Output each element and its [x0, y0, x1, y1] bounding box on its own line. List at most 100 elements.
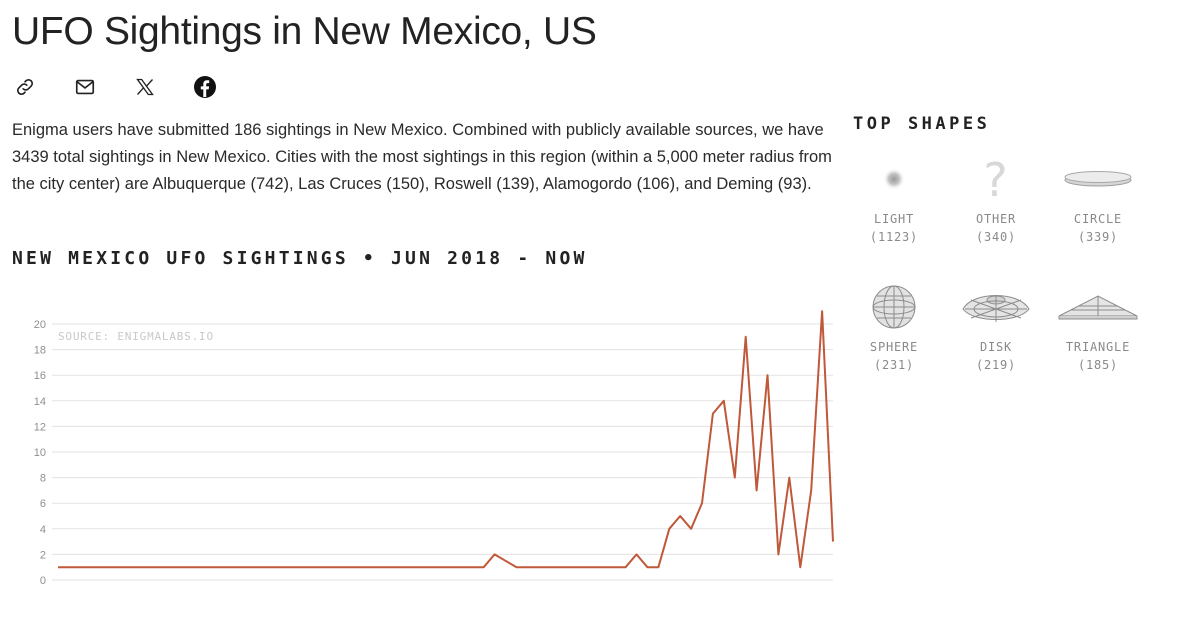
shape-count: (219): [975, 358, 1017, 372]
data-point[interactable]: [732, 475, 738, 481]
data-point[interactable]: [120, 564, 126, 570]
data-point[interactable]: [644, 564, 650, 570]
data-point[interactable]: [273, 564, 279, 570]
data-point[interactable]: [623, 564, 629, 570]
data-point[interactable]: [175, 564, 181, 570]
data-point[interactable]: [241, 564, 247, 570]
data-point[interactable]: [88, 564, 94, 570]
data-point[interactable]: [153, 564, 159, 570]
data-point[interactable]: [470, 564, 476, 570]
y-tick-label: 20: [34, 319, 46, 331]
data-point[interactable]: [350, 564, 356, 570]
series-line: [58, 310, 834, 569]
facebook-icon[interactable]: [192, 74, 218, 100]
shape-label: LIGHT: [873, 212, 915, 226]
data-point[interactable]: [372, 564, 378, 570]
data-point[interactable]: [426, 564, 432, 570]
shape-sphere: SPHERE (231): [843, 276, 945, 374]
chart-title: NEW MEXICO UFO SIGHTINGS • JUN 2018 - NO…: [12, 248, 588, 269]
data-point[interactable]: [415, 564, 421, 570]
data-point[interactable]: [66, 564, 72, 570]
data-point[interactable]: [601, 564, 607, 570]
data-point[interactable]: [164, 564, 170, 570]
data-point[interactable]: [754, 487, 760, 493]
data-point[interactable]: [361, 564, 367, 570]
data-point[interactable]: [546, 564, 552, 570]
shape-count: (339): [1077, 230, 1119, 244]
light-icon: [843, 148, 945, 210]
data-point[interactable]: [251, 564, 257, 570]
data-point[interactable]: [786, 475, 792, 481]
triangle-icon: [1047, 276, 1149, 338]
data-point[interactable]: [284, 564, 290, 570]
data-point[interactable]: [557, 564, 563, 570]
sightings-line-chart: 0 2 4 6 8 10 12 14 16 18 20 SOURCE: ENIGMALABS.IO: [34, 308, 836, 587]
data-point[interactable]: [579, 564, 585, 570]
y-tick-label: 8: [40, 473, 46, 485]
data-point[interactable]: [393, 564, 399, 570]
circle-icon: [1047, 148, 1149, 210]
data-point[interactable]: [634, 551, 640, 557]
x-icon[interactable]: [132, 74, 158, 100]
data-point[interactable]: [306, 564, 312, 570]
y-tick-label: 12: [34, 421, 46, 433]
data-point[interactable]: [262, 564, 268, 570]
data-point[interactable]: [513, 564, 519, 570]
data-point[interactable]: [677, 513, 683, 519]
data-point[interactable]: [186, 564, 192, 570]
data-point[interactable]: [481, 564, 487, 570]
data-point[interactable]: [404, 564, 410, 570]
data-point[interactable]: [524, 564, 530, 570]
data-point[interactable]: [710, 411, 716, 417]
data-point[interactable]: [503, 558, 509, 564]
data-point[interactable]: [219, 564, 225, 570]
link-icon[interactable]: [12, 74, 38, 100]
data-point[interactable]: [535, 564, 541, 570]
data-point[interactable]: [590, 564, 596, 570]
data-point[interactable]: [492, 551, 498, 557]
shape-label: OTHER: [975, 212, 1017, 226]
shape-count: (1123): [869, 230, 919, 244]
data-point[interactable]: [295, 564, 301, 570]
y-tick-label: 4: [40, 524, 46, 536]
mail-icon[interactable]: [72, 74, 98, 100]
data-point[interactable]: [568, 564, 574, 570]
data-point[interactable]: [328, 564, 334, 570]
shape-label: TRIANGLE: [1065, 340, 1131, 354]
shape-light: LIGHT (1123): [843, 148, 945, 246]
data-point[interactable]: [197, 564, 203, 570]
data-point[interactable]: [743, 334, 749, 340]
data-point[interactable]: [230, 564, 236, 570]
data-point[interactable]: [765, 372, 771, 378]
data-point[interactable]: [437, 564, 443, 570]
data-point[interactable]: [612, 564, 618, 570]
page-title: UFO Sightings in New Mexico, US: [12, 10, 597, 53]
data-point[interactable]: [99, 564, 105, 570]
data-point[interactable]: [142, 564, 148, 570]
data-point[interactable]: [666, 526, 672, 532]
data-point[interactable]: [131, 564, 137, 570]
svg-text:?: ?: [983, 154, 1008, 204]
data-point[interactable]: [699, 500, 705, 506]
data-point[interactable]: [688, 526, 694, 532]
top-shapes-title: TOP SHAPES: [853, 114, 991, 134]
data-point[interactable]: [448, 564, 454, 570]
data-point[interactable]: [655, 564, 661, 570]
data-point[interactable]: [55, 564, 61, 570]
data-point[interactable]: [110, 564, 116, 570]
data-point[interactable]: [775, 551, 781, 557]
shape-count: (185): [1077, 358, 1119, 372]
data-point[interactable]: [819, 308, 825, 314]
shape-circle: CIRCLE (339): [1047, 148, 1149, 246]
data-point[interactable]: [797, 564, 803, 570]
shape-other: ? OTHER (340): [945, 148, 1047, 246]
data-point[interactable]: [382, 564, 388, 570]
data-point[interactable]: [721, 398, 727, 404]
data-point[interactable]: [459, 564, 465, 570]
data-point[interactable]: [808, 487, 814, 493]
data-point[interactable]: [317, 564, 323, 570]
data-point[interactable]: [339, 564, 345, 570]
data-point[interactable]: [830, 539, 836, 545]
data-point[interactable]: [208, 564, 214, 570]
data-point[interactable]: [77, 564, 83, 570]
